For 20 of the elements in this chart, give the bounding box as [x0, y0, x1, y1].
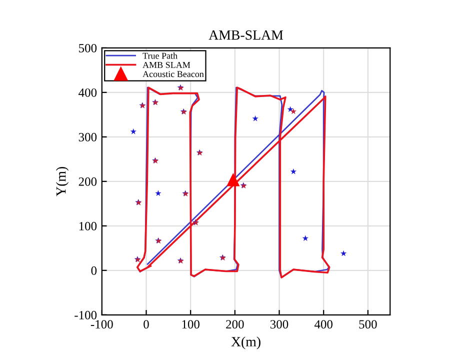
y-tick-label: 400 — [78, 88, 97, 97]
y-axis-title: Y(m) — [56, 166, 69, 196]
x-tick-label: 300 — [270, 320, 288, 329]
y-tick-label: -100 — [74, 310, 97, 320]
x-tick-label: 500 — [359, 320, 377, 329]
legend-label: Acoustic Beacon — [142, 71, 204, 78]
y-tick-label: 200 — [78, 177, 97, 186]
x-tick-label: 0 — [144, 320, 149, 329]
legend-label: AMB SLAM — [142, 62, 190, 68]
x-tick-label: 200 — [226, 320, 244, 329]
y-tick-label: 300 — [78, 132, 97, 142]
y-tick-label: 0 — [91, 266, 97, 275]
y-tick-label: 500 — [79, 44, 97, 52]
y-tick-label: 100 — [79, 222, 97, 230]
x-axis-title: X(m) — [231, 336, 260, 350]
legend-label: True Path — [142, 52, 178, 59]
x-tick-label: 100 — [182, 320, 200, 329]
x-tick-label: 400 — [314, 320, 332, 329]
x-tick-label: -100 — [90, 320, 113, 329]
chart-title: AMB-SLAM — [208, 30, 284, 40]
